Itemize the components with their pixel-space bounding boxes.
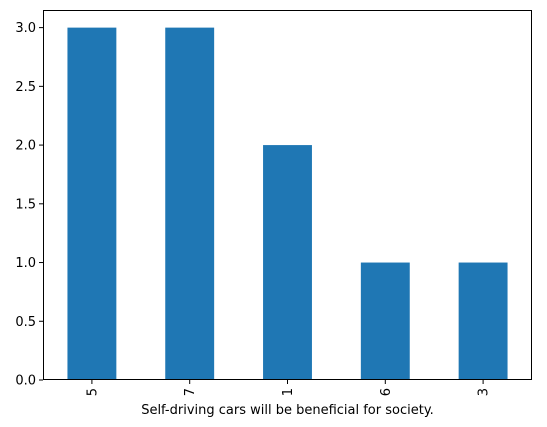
- y-tick-label: 2.5: [15, 80, 36, 95]
- y-tick-label: 0.0: [15, 374, 36, 389]
- y-tick-label: 1.0: [15, 256, 36, 271]
- bars-group: [67, 27, 508, 380]
- x-tick-label: 6: [379, 388, 394, 396]
- x-tick-label: 5: [85, 388, 100, 396]
- bar-6: [360, 262, 410, 380]
- bar-7: [165, 27, 215, 380]
- x-axis-ticks: 5 7 1 6 3: [85, 380, 492, 396]
- bar-3: [458, 262, 508, 380]
- x-axis-label: Self-driving cars will be beneficial for…: [141, 403, 434, 418]
- y-tick-label: 3.0: [15, 21, 36, 36]
- y-tick-label: 1.5: [15, 197, 36, 212]
- y-tick-label: 0.5: [15, 315, 36, 330]
- x-tick-label: 3: [477, 388, 492, 396]
- bar-5: [67, 27, 117, 380]
- plot-frame: [43, 10, 532, 380]
- x-tick-label: 7: [183, 388, 198, 396]
- y-tick-label: 2.0: [15, 139, 36, 154]
- y-axis-ticks: 0.0 0.5 1.0 1.5 2.0 2.5 3.0: [15, 21, 43, 389]
- bar-1: [263, 145, 312, 380]
- x-tick-label: 1: [281, 388, 296, 396]
